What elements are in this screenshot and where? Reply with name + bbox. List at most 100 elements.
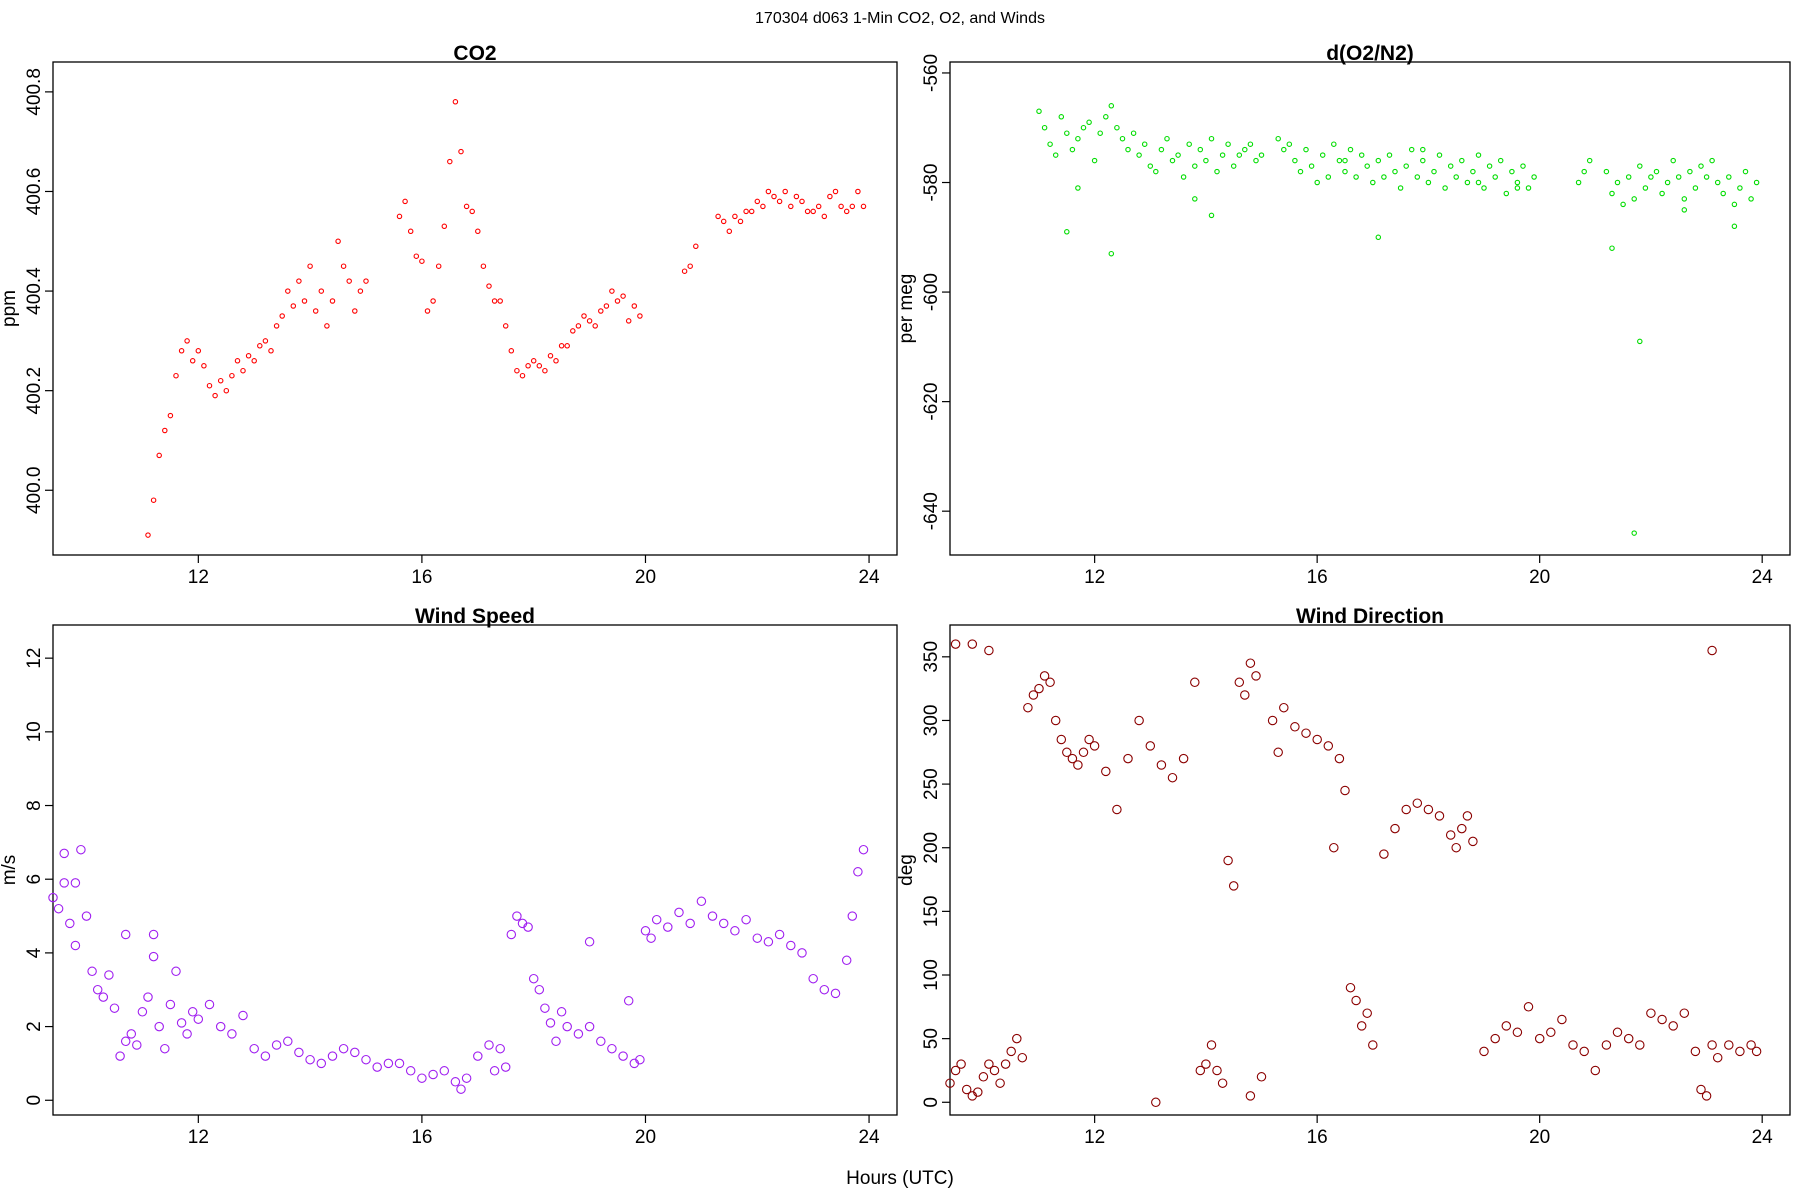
wind-direction-data-point: [945, 1078, 955, 1088]
wind-speed-data-point: [132, 1040, 142, 1050]
wind-speed-data-point: [120, 929, 131, 940]
o2-data-point: [1319, 152, 1326, 158]
wind-direction-xtick-label: 24: [1752, 1127, 1774, 1148]
wind-direction-data-point: [1089, 741, 1100, 751]
co2-data-point: [765, 188, 772, 195]
co2-data-point: [855, 188, 861, 195]
wind-direction-data-point: [1724, 1040, 1734, 1050]
wind-direction-data-point: [1635, 1040, 1645, 1050]
wind-speed-data-point: [562, 1021, 572, 1032]
figure-title: 170304 d063 1-Min CO2, O2, and Winds: [755, 10, 1045, 27]
wind-speed-data-point: [545, 1018, 556, 1028]
wind-speed-data-point: [500, 1062, 511, 1072]
wind-direction-data-point: [1123, 753, 1133, 764]
wind-direction-data-point: [956, 1059, 966, 1069]
wind-speed-data-point: [92, 984, 103, 995]
o2-data-point: [1720, 190, 1726, 197]
co2-data-point: [815, 203, 822, 210]
co2-data-point: [486, 283, 492, 289]
wind-speed-data-point: [305, 1054, 315, 1065]
wind-direction-data-point: [1000, 1059, 1011, 1069]
wind-speed-data-point: [70, 878, 81, 888]
wind-direction-data-point: [1445, 830, 1456, 840]
o2-data-point: [1064, 229, 1070, 235]
co2-data-point: [268, 348, 274, 354]
wind-direction-data-point: [1034, 683, 1044, 694]
co2-data-point: [681, 268, 688, 274]
co2-data-point: [441, 223, 448, 230]
o2-data-point: [1492, 174, 1498, 180]
o2-data-point: [1464, 179, 1471, 186]
co2-data-point: [570, 328, 576, 334]
wind-direction-data-point: [1334, 753, 1345, 764]
wind-speed-data-point: [316, 1058, 327, 1069]
o2-data-point: [1108, 103, 1115, 109]
wind-speed-data-point: [623, 996, 634, 1006]
wind-speed-data-point: [707, 911, 718, 921]
o2-data-point: [1103, 114, 1109, 120]
co2-data-point: [609, 288, 615, 294]
o2-data-point: [1620, 201, 1626, 208]
o2-data-point: [1397, 185, 1404, 191]
co2-data-point: [363, 278, 369, 284]
o2-data-point: [1064, 130, 1070, 136]
o2-data-point: [1230, 163, 1237, 169]
figure-xlabel: Hours (UTC): [846, 1168, 954, 1189]
co2-data-point: [262, 338, 269, 344]
o2-data-point: [1614, 179, 1621, 186]
co2-data-point: [419, 258, 425, 264]
wind-direction-data-point: [984, 645, 994, 656]
o2-data-point: [1531, 174, 1537, 180]
co2-data-point: [396, 213, 403, 220]
co2-data-point: [614, 298, 621, 304]
wind-speed-data-point: [847, 911, 858, 921]
wind-direction-data-point: [1735, 1046, 1745, 1057]
wind-speed-data-point: [260, 1051, 271, 1061]
co2-data-point: [475, 228, 481, 235]
o2-data-point: [1742, 168, 1749, 175]
wind-direction-data-point: [1240, 690, 1250, 700]
wind-direction-data-point: [1223, 855, 1233, 866]
o2-data-point: [1292, 157, 1298, 164]
co2-data-point: [245, 353, 252, 359]
wind-direction-data-point: [1696, 1084, 1706, 1095]
wind-speed-data-point: [137, 1007, 148, 1017]
wind-speed-ytick-label: 8: [24, 800, 45, 811]
co2-data-point: [631, 303, 638, 309]
wind-speed-data-point: [59, 878, 69, 888]
wind-speed-data-point: [450, 1077, 461, 1087]
o2-ytick-label: -560: [921, 54, 942, 92]
wind-speed-data-point: [81, 911, 92, 921]
co2-data-point: [340, 263, 347, 269]
wind-direction-data-point: [1623, 1033, 1634, 1044]
co2-data-point: [508, 348, 515, 354]
wind-direction-data-point: [1178, 753, 1189, 764]
wind-direction-data-point: [1590, 1065, 1601, 1076]
wind-speed-data-point: [283, 1036, 293, 1047]
o2-data-point: [1392, 168, 1398, 175]
wind-direction-data-point: [1390, 823, 1400, 834]
o2-data-point: [1436, 152, 1443, 158]
co2-data-point: [726, 228, 733, 235]
wind-direction-data-point: [984, 1059, 994, 1069]
o2-data-point: [1036, 108, 1042, 115]
wind-speed-data-point: [730, 926, 740, 936]
co2-data-point: [273, 323, 280, 329]
o2-data-point: [1420, 157, 1426, 164]
o2-data-point: [1286, 141, 1293, 147]
co2-xtick-label: 12: [188, 567, 209, 588]
o2-data-point: [1648, 174, 1654, 180]
wind-direction-data-point: [1212, 1065, 1222, 1076]
o2-data-point: [1242, 146, 1248, 153]
wind-direction-data-point: [1579, 1046, 1589, 1057]
co2-data-point: [586, 318, 593, 324]
wind-direction-data-point: [1228, 881, 1239, 891]
wind-direction-data-point: [1301, 728, 1311, 738]
wind-speed-data-point: [663, 922, 673, 932]
o2-data-point: [1303, 146, 1309, 153]
wind-direction-data-point: [1273, 747, 1283, 758]
co2-data-point: [312, 308, 319, 314]
wind-direction-data-point: [1479, 1046, 1489, 1057]
wind-speed-data-point: [830, 988, 841, 999]
o2-data-point: [1442, 185, 1448, 191]
